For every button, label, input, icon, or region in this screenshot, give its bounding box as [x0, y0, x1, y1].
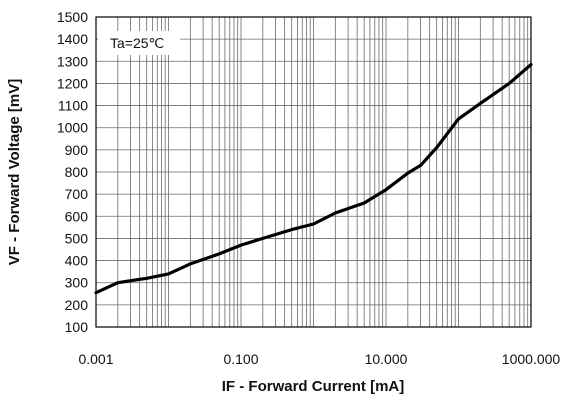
- x-tick-label: 1000.000: [502, 351, 561, 367]
- x-tick-label: 0.001: [78, 351, 113, 367]
- y-tick-label: 500: [65, 230, 89, 246]
- x-tick-label: 0.100: [223, 351, 258, 367]
- y-tick-label: 1400: [57, 31, 88, 47]
- annotation-box: Ta=25℃: [98, 31, 180, 55]
- annotation-background: [98, 31, 180, 55]
- y-tick-labels: 100 200 300 400 500 600 700 800 900 1000 1100 1200 1…: [57, 9, 88, 335]
- y-tick-label: 1300: [57, 53, 88, 69]
- annotation-text: Ta=25℃: [110, 35, 164, 51]
- y-tick-label: 200: [65, 297, 89, 313]
- y-tick-label: 1000: [57, 120, 88, 136]
- x-tick-label: 10.000: [365, 351, 408, 367]
- y-tick-label: 700: [65, 186, 89, 202]
- y-tick-label: 800: [65, 164, 89, 180]
- y-tick-label: 100: [65, 319, 89, 335]
- series-curve: [94, 62, 533, 295]
- y-tick-label: 1200: [57, 75, 88, 91]
- plot-frame: [95, 16, 532, 328]
- y-tick-label: 600: [65, 208, 89, 224]
- series-line: [94, 62, 533, 295]
- y-tick-label: 900: [65, 142, 89, 158]
- y-tick-label: 1500: [57, 9, 88, 25]
- x-axis-title: IF - Forward Current [mA]: [222, 378, 405, 395]
- y-tick-label: 400: [65, 253, 89, 269]
- y-tick-label: 300: [65, 275, 89, 291]
- y-tick-label: 1100: [58, 98, 88, 114]
- x-tick-labels: 0.001 0.100 10.000 1000.000: [78, 351, 560, 367]
- grid-lines: [96, 16, 531, 328]
- y-axis-title: VF - Forward Voltage [mV]: [6, 79, 23, 265]
